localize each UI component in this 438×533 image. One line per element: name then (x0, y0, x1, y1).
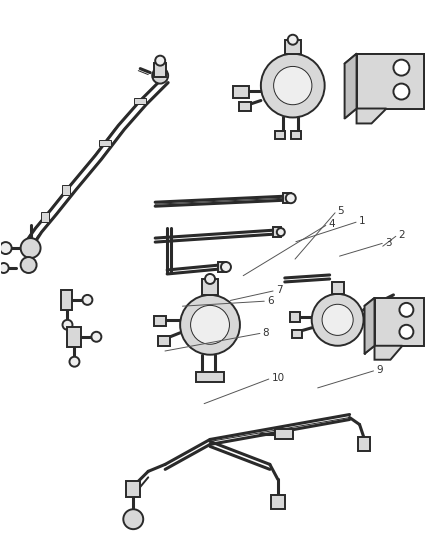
Circle shape (393, 60, 410, 76)
Circle shape (21, 257, 37, 273)
Circle shape (399, 325, 413, 339)
Circle shape (0, 242, 12, 254)
Circle shape (221, 262, 231, 272)
Bar (357, 54, 424, 109)
Circle shape (92, 332, 101, 342)
Text: 10: 10 (272, 373, 285, 383)
Circle shape (288, 35, 298, 45)
Bar (60, 290, 72, 310)
Bar (196, 372, 224, 382)
Polygon shape (357, 109, 386, 124)
Text: 2: 2 (398, 230, 405, 240)
Circle shape (191, 305, 230, 344)
Text: 9: 9 (376, 365, 383, 375)
Bar (285, 40, 301, 54)
Bar (374, 298, 424, 346)
Bar (239, 101, 251, 111)
Text: 4: 4 (328, 219, 335, 229)
Bar (357, 438, 370, 451)
Circle shape (63, 320, 72, 330)
Bar (332, 282, 343, 294)
Bar (273, 227, 281, 237)
Circle shape (205, 274, 215, 284)
Circle shape (70, 357, 79, 367)
Bar (290, 312, 300, 322)
Polygon shape (134, 98, 146, 103)
Polygon shape (99, 140, 110, 147)
Bar (292, 330, 302, 338)
Polygon shape (63, 185, 71, 195)
Circle shape (274, 67, 312, 104)
Polygon shape (374, 346, 403, 360)
Circle shape (393, 84, 410, 100)
Bar (154, 316, 166, 326)
Circle shape (152, 68, 168, 84)
Circle shape (0, 263, 9, 273)
Circle shape (261, 54, 325, 117)
Circle shape (21, 238, 41, 258)
Circle shape (277, 228, 285, 236)
Bar (275, 132, 285, 140)
Bar (126, 481, 140, 497)
Text: 3: 3 (385, 238, 392, 248)
Circle shape (180, 295, 240, 355)
Bar (67, 327, 81, 347)
Polygon shape (364, 298, 374, 354)
Circle shape (124, 509, 143, 529)
Circle shape (312, 294, 364, 346)
Bar (218, 262, 226, 272)
Bar (202, 279, 218, 295)
Text: 5: 5 (337, 206, 343, 216)
Text: 1: 1 (359, 216, 365, 227)
Polygon shape (41, 212, 49, 222)
Bar (233, 86, 249, 98)
Circle shape (155, 55, 165, 66)
Polygon shape (345, 54, 357, 118)
Text: 6: 6 (267, 296, 274, 306)
Circle shape (322, 304, 353, 335)
Bar (271, 495, 285, 509)
Circle shape (399, 303, 413, 317)
Bar (275, 430, 293, 439)
Bar (158, 336, 170, 346)
Bar (291, 132, 301, 140)
Bar (154, 63, 166, 77)
Text: 8: 8 (263, 328, 269, 338)
Bar (283, 193, 291, 203)
Polygon shape (357, 54, 424, 109)
Circle shape (82, 295, 92, 305)
Text: 7: 7 (276, 285, 283, 295)
Circle shape (286, 193, 296, 203)
